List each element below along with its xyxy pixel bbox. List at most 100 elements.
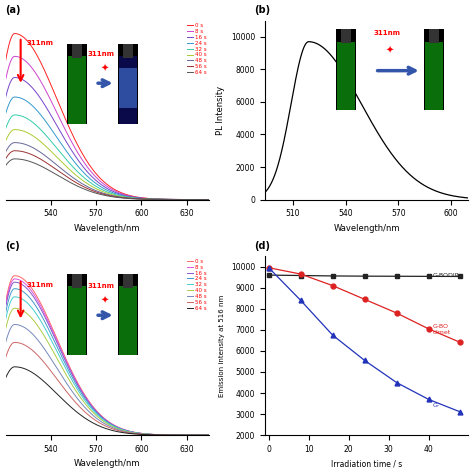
56 s [101, 422, 107, 428]
24 s [3, 111, 9, 117]
16 s [100, 415, 106, 420]
40 s [206, 432, 212, 438]
64 s [12, 364, 18, 370]
56 s [206, 432, 212, 438]
8 s [124, 428, 130, 434]
32 s [101, 418, 107, 423]
8 s [113, 189, 119, 194]
24 s [3, 310, 9, 316]
40 s [3, 326, 9, 332]
Text: ✦: ✦ [100, 64, 109, 74]
8 s [101, 182, 107, 187]
24 s [124, 428, 130, 434]
40 s [170, 197, 176, 202]
Text: ✦: ✦ [100, 296, 109, 306]
32 s [3, 126, 9, 132]
24 s [12, 94, 18, 100]
16 s [12, 279, 18, 285]
16 s [3, 304, 9, 310]
32 s [202, 197, 208, 202]
40 s [124, 195, 130, 201]
Y-axis label: PL Intensity: PL Intensity [216, 85, 225, 135]
32 s [101, 188, 107, 193]
Line: 48 s: 48 s [6, 325, 209, 435]
8 s [100, 181, 106, 186]
8 s [12, 276, 18, 282]
40 s [100, 418, 106, 424]
0 s [3, 58, 9, 64]
16 s [101, 416, 107, 422]
40 s [202, 432, 208, 438]
0 s [3, 299, 9, 305]
Text: 311nm: 311nm [374, 30, 401, 36]
64 s [206, 197, 212, 202]
0 s [202, 432, 208, 438]
48 s [101, 420, 107, 426]
48 s [124, 195, 130, 201]
8 s [202, 197, 208, 202]
56 s [170, 197, 176, 202]
40 s [101, 419, 107, 424]
24 s [12, 286, 18, 292]
0 s [170, 197, 176, 202]
64 s [170, 197, 176, 202]
24 s [100, 185, 106, 191]
Line: 16 s: 16 s [6, 77, 209, 200]
40 s [3, 138, 9, 144]
Line: 8 s: 8 s [6, 56, 209, 200]
16 s [170, 432, 176, 438]
0 s [100, 178, 106, 183]
8 s [113, 424, 119, 429]
40 s [113, 193, 119, 199]
8 s [170, 432, 176, 438]
24 s [113, 191, 119, 197]
16 s [202, 197, 208, 202]
32 s [124, 428, 130, 434]
56 s [113, 427, 119, 433]
Line: 32 s: 32 s [6, 115, 209, 200]
Line: 32 s: 32 s [6, 297, 209, 435]
8 s [124, 192, 130, 198]
X-axis label: Irradiation time / s: Irradiation time / s [331, 459, 402, 468]
64 s [101, 425, 107, 431]
48 s [100, 190, 106, 196]
Line: 56 s: 56 s [6, 151, 209, 200]
Line: 56 s: 56 s [6, 342, 209, 435]
24 s [202, 432, 208, 438]
32 s [100, 187, 106, 193]
56 s [100, 191, 106, 197]
0 s [12, 31, 18, 36]
32 s [12, 294, 18, 300]
56 s [124, 429, 130, 435]
40 s [12, 305, 18, 311]
48 s [101, 191, 107, 196]
X-axis label: Wavelength/nm: Wavelength/nm [74, 224, 141, 233]
64 s [101, 192, 107, 198]
16 s [206, 197, 212, 202]
16 s [170, 197, 176, 202]
32 s [206, 197, 212, 202]
64 s [100, 192, 106, 198]
Line: 40 s: 40 s [6, 308, 209, 435]
X-axis label: Wavelength/nm: Wavelength/nm [74, 459, 141, 468]
8 s [101, 416, 107, 421]
40 s [170, 432, 176, 438]
16 s [3, 95, 9, 100]
Text: (a): (a) [6, 5, 21, 15]
0 s [113, 188, 119, 193]
64 s [202, 432, 208, 438]
16 s [12, 74, 18, 80]
64 s [3, 375, 9, 381]
Line: 0 s: 0 s [6, 34, 209, 200]
64 s [124, 430, 130, 436]
Line: 40 s: 40 s [6, 129, 209, 200]
0 s [113, 423, 119, 429]
56 s [170, 432, 176, 438]
24 s [170, 432, 176, 438]
Line: 64 s: 64 s [6, 367, 209, 435]
48 s [113, 193, 119, 199]
Text: 311nm: 311nm [88, 51, 115, 57]
32 s [12, 112, 18, 118]
24 s [206, 432, 212, 438]
8 s [100, 415, 106, 420]
